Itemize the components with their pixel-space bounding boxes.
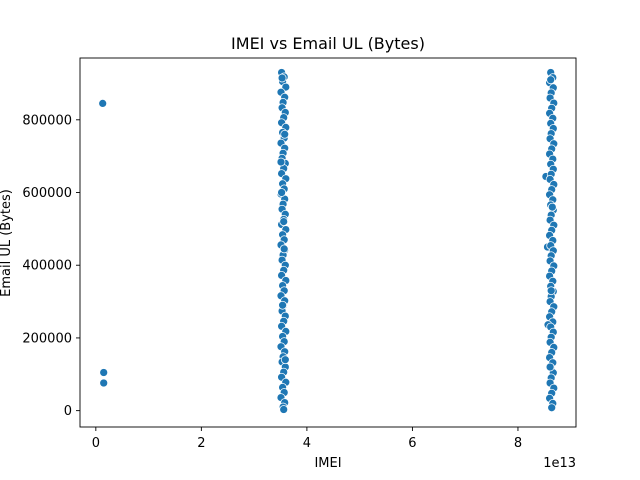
y-tick-label: 200000 [22,331,72,346]
chart-title: IMEI vs Email UL (Bytes) [231,34,425,53]
x-axis-ticks: 0 2 4 6 8 [92,427,522,451]
data-point [279,217,289,226]
data-point [277,188,286,197]
y-tick-label: 800000 [22,113,72,128]
data-point [99,368,109,377]
data-point [279,405,289,414]
x-tick-label: 8 [514,436,522,451]
x-tick-label: 2 [197,436,205,451]
data-point [277,73,287,83]
data-point [280,355,290,365]
data-point [547,403,557,413]
data-point [98,99,108,108]
y-axis-label: Email UL (Bytes) [0,189,14,297]
data-point [546,286,556,296]
y-tick-label: 0 [64,404,72,419]
x-axis-offset-label: 1e13 [543,456,576,471]
x-axis-label: IMEI [314,456,341,471]
data-point [545,362,555,372]
data-point [279,244,289,254]
x-tick-label: 6 [408,436,416,451]
x-tick-label: 0 [92,436,100,451]
y-tick-label: 400000 [22,259,72,274]
data-point [99,378,109,388]
y-tick-label: 600000 [22,186,72,201]
y-axis-ticks: 0 200000 400000 600000 800000 [22,113,80,419]
plot-area-frame [79,57,577,428]
data-point [547,202,557,212]
data-point [546,75,556,85]
points-layer [98,68,559,414]
x-tick-label: 4 [303,436,311,451]
data-point [280,129,290,139]
data-point [276,157,286,167]
data-point [278,300,287,310]
